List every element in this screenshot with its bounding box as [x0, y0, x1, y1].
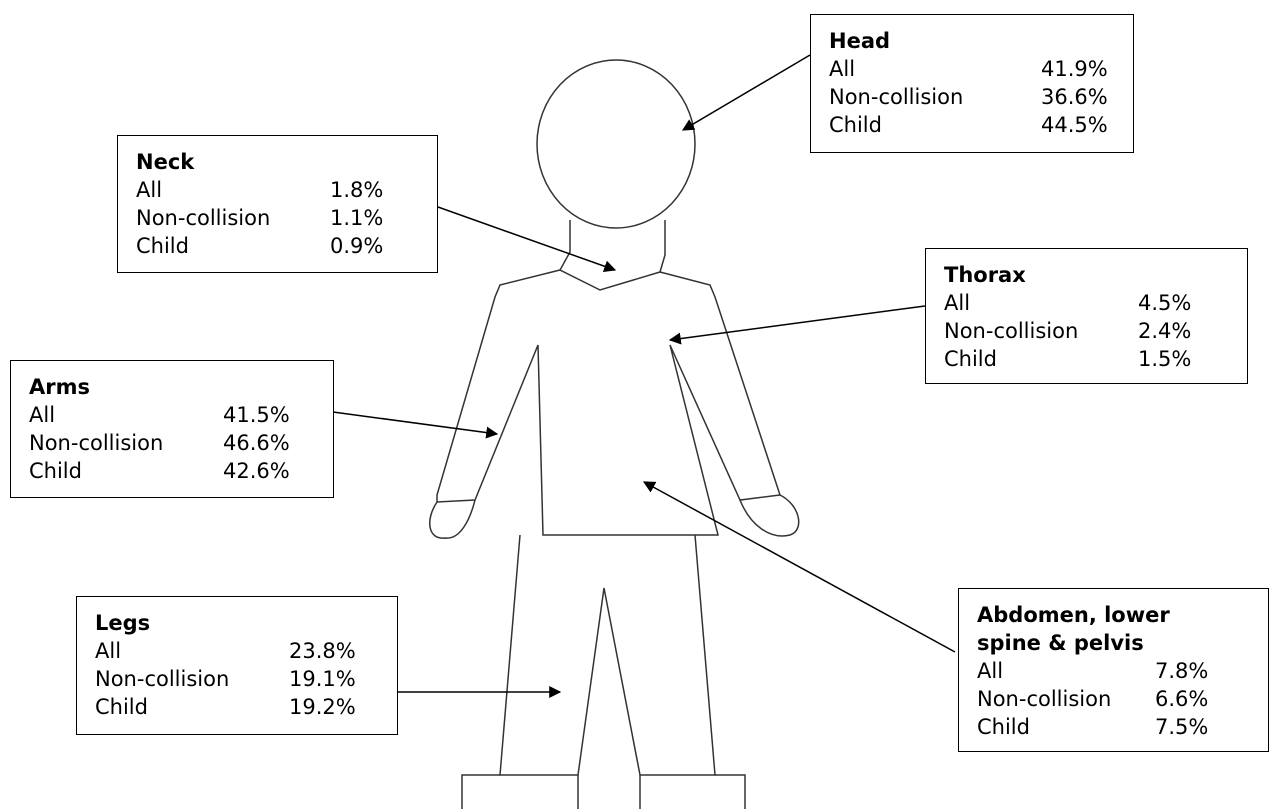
row-label: Child [829, 113, 882, 137]
row-label: All [95, 639, 122, 663]
box-title: Legs [95, 611, 151, 635]
row-value: 23.8% [289, 639, 356, 663]
data-row: Non-collision 46.6% [29, 429, 315, 457]
row-label: Non-collision [977, 687, 1112, 711]
row-value: 46.6% [223, 431, 290, 455]
row-label: All [977, 659, 1004, 683]
data-row: Child 19.2% [95, 693, 379, 721]
row-value: 1.5% [1138, 347, 1192, 371]
info-box: Arms All 41.5% Non-collision 46.6% Child 42.6% [10, 360, 334, 498]
row-label: Child [944, 347, 997, 371]
data-row: Child 44.5% [829, 111, 1115, 139]
info-box: Neck All 1.8% Non-collision 1.1% Child 0.9% [117, 135, 438, 273]
arrow [437, 206, 617, 273]
data-row: Child 7.5% [977, 713, 1250, 741]
row-label: All [944, 291, 971, 315]
data-row: Non-collision 6.6% [977, 685, 1250, 713]
row-label: Non-collision [29, 431, 164, 455]
row-label: Non-collision [95, 667, 230, 691]
box-title: Head [829, 29, 891, 53]
info-box: Thorax All 4.5% Non-collision 2.4% Child 1.5% [925, 248, 1248, 384]
row-value: 19.1% [289, 667, 356, 691]
row-value: 6.6% [1155, 687, 1209, 711]
data-row: All 41.9% [829, 55, 1115, 83]
info-box: Abdomen, lower spine & pelvis All 7.8% Non-… [958, 588, 1269, 752]
data-row: All 41.5% [29, 401, 315, 429]
row-value: 4.5% [1138, 291, 1192, 315]
row-value: 7.5% [1155, 715, 1209, 739]
row-value: 0.9% [330, 234, 384, 258]
arrow [681, 54, 811, 131]
row-value: 41.5% [223, 403, 290, 427]
data-row: All 4.5% [944, 289, 1229, 317]
info-box: Legs All 23.8% Non-collision 19.1% Child 19.2% [76, 596, 398, 735]
box-title: Arms [29, 375, 90, 399]
box-title: Abdomen, lower spine & pelvis [977, 603, 1170, 655]
row-value: 1.1% [330, 206, 384, 230]
row-value: 2.4% [1138, 319, 1192, 343]
arrow [668, 305, 926, 345]
row-label: All [829, 57, 856, 81]
body-outline [429, 59, 800, 809]
row-value: 19.2% [289, 695, 356, 719]
row-value: 7.8% [1155, 659, 1209, 683]
row-value: 41.9% [1041, 57, 1108, 81]
arrow [642, 481, 956, 653]
row-value: 44.5% [1041, 113, 1108, 137]
data-row: Non-collision 2.4% [944, 317, 1229, 345]
box-title: Neck [136, 150, 195, 174]
arrows [332, 54, 956, 698]
row-label: All [136, 178, 163, 202]
row-label: Non-collision [944, 319, 1079, 343]
row-label: Non-collision [136, 206, 271, 230]
row-value: 36.6% [1041, 85, 1108, 109]
data-row: Non-collision 19.1% [95, 665, 379, 693]
row-label: Child [95, 695, 148, 719]
data-row: All 23.8% [95, 637, 379, 665]
data-row: All 7.8% [977, 657, 1250, 685]
row-label: All [29, 403, 56, 427]
box-title: Thorax [944, 263, 1026, 287]
data-row: Child 42.6% [29, 457, 315, 485]
data-row: Non-collision 1.1% [136, 204, 419, 232]
row-label: Child [977, 715, 1030, 739]
data-row: Child 1.5% [944, 345, 1229, 373]
row-label: Non-collision [829, 85, 964, 109]
row-label: Child [29, 459, 82, 483]
row-label: Child [136, 234, 189, 258]
arrow [332, 411, 499, 439]
row-value: 1.8% [330, 178, 384, 202]
data-row: Non-collision 36.6% [829, 83, 1115, 111]
info-box: Head All 41.9% Non-collision 36.6% Child 44.5% [810, 14, 1134, 153]
data-row: Child 0.9% [136, 232, 419, 260]
data-row: All 1.8% [136, 176, 419, 204]
row-value: 42.6% [223, 459, 290, 483]
